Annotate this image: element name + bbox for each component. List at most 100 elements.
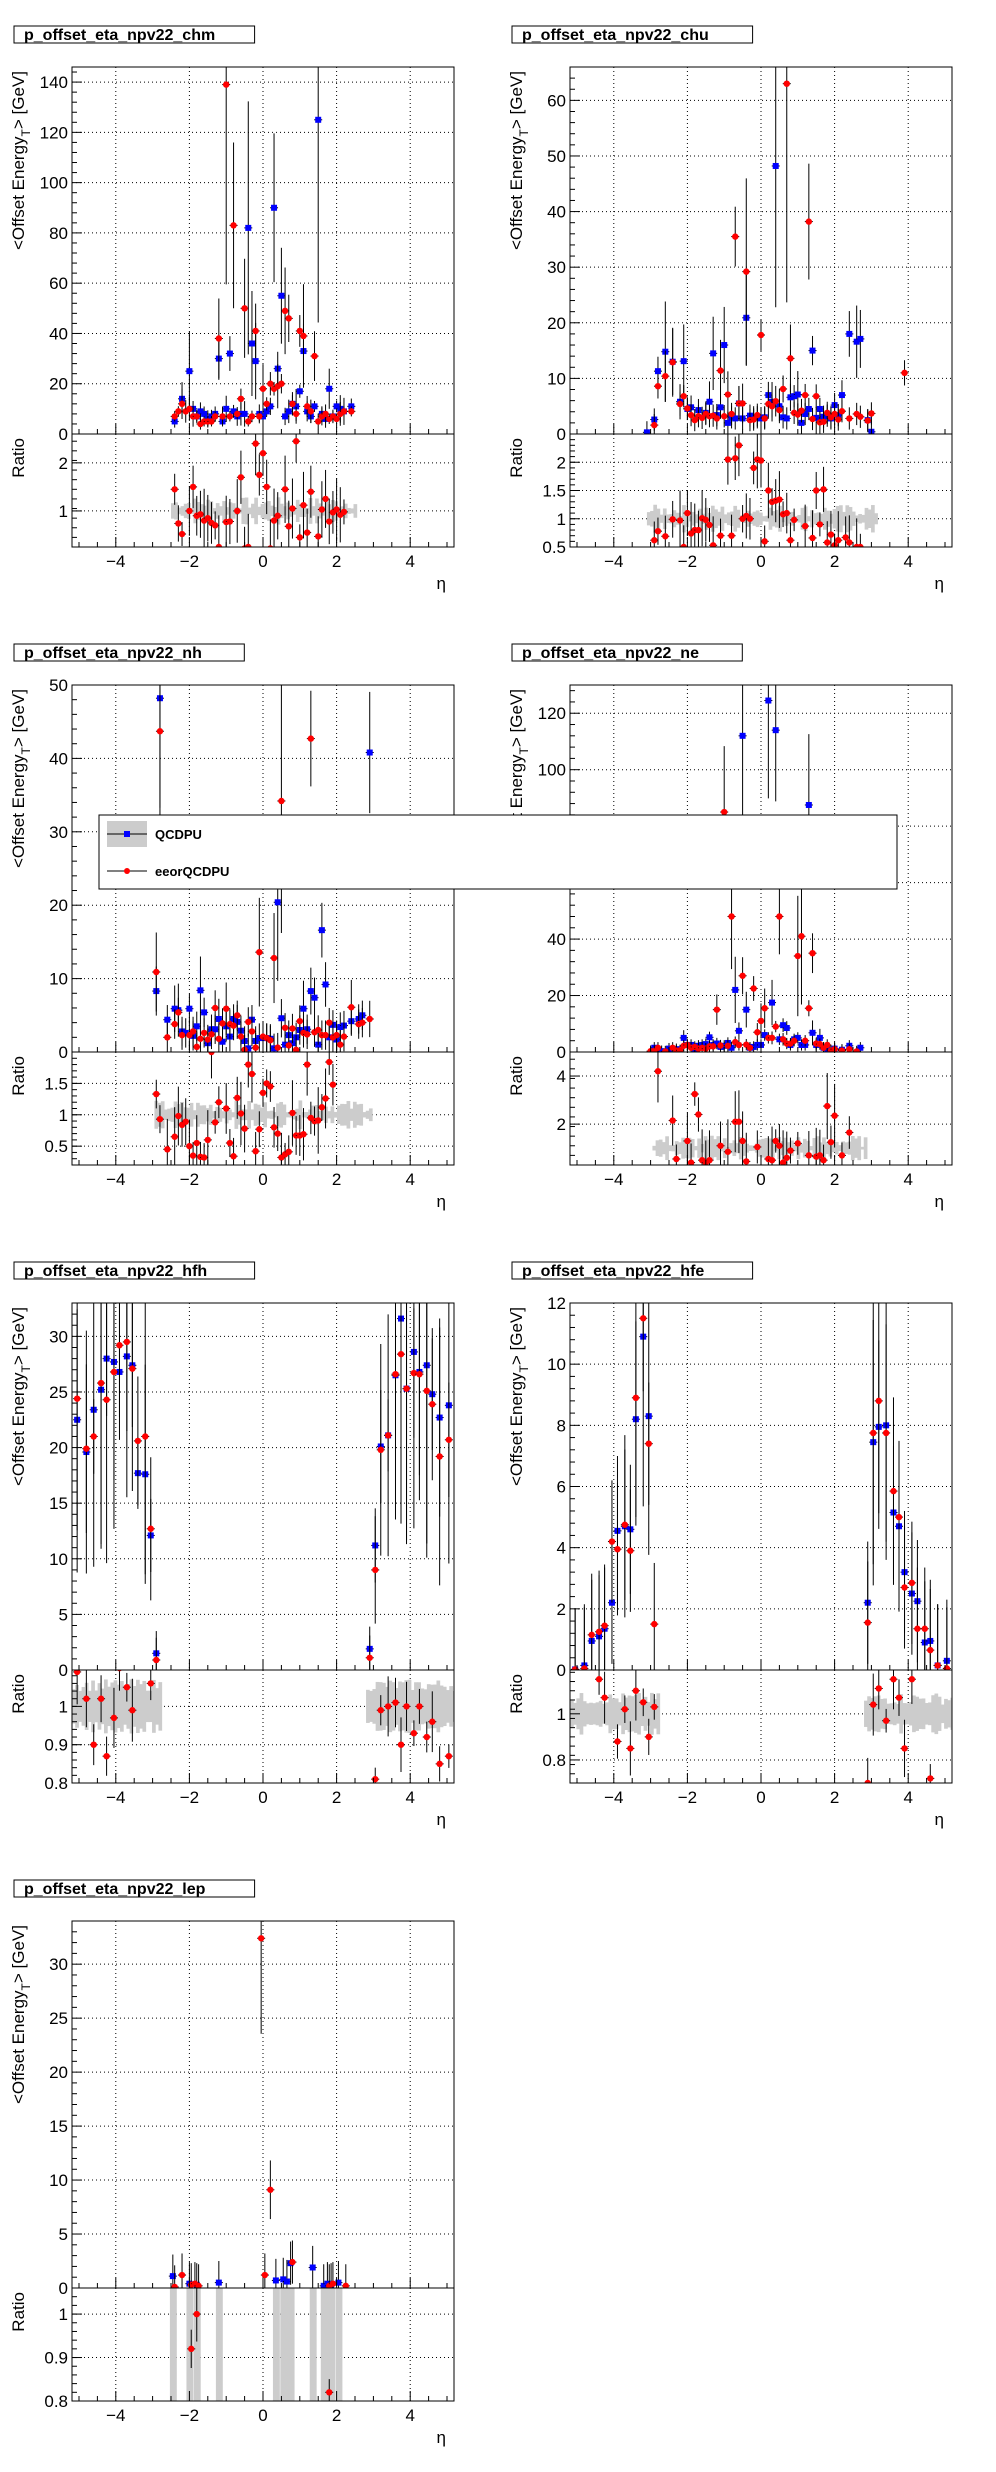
uncertainty-band-bin <box>908 1702 913 1726</box>
data-point-eeorqcdpu <box>809 415 816 423</box>
uncertainty-band-bin <box>761 1138 765 1158</box>
data-point-eeorqcdpu <box>307 735 315 742</box>
data-point-qcdpu <box>743 1006 750 1013</box>
uncertainty-band-bin <box>203 505 207 517</box>
data-point-eeorqcdpu <box>342 2282 350 2288</box>
y-tick-label: 40 <box>547 203 566 222</box>
data-point-eeorqcdpu <box>261 2271 269 2279</box>
uncertainty-band-bin <box>136 1679 140 1734</box>
uncertainty-band-bin <box>250 1109 255 1121</box>
uncertainty-band-bin <box>247 507 252 515</box>
x-tick-label: −2 <box>678 1170 697 1189</box>
uncertainty-band-bin <box>806 1140 810 1156</box>
ratio-plot-area <box>72 1670 454 1783</box>
ratio-point <box>757 457 765 464</box>
uncertainty-band-bin <box>123 1688 127 1725</box>
uncertainty-band-bin <box>251 503 255 519</box>
data-point-eeorqcdpu <box>798 407 805 414</box>
data-point-qcdpu <box>248 340 255 347</box>
data-point-qcdpu <box>300 1005 307 1012</box>
uncertainty-band-bin <box>831 1144 836 1153</box>
ratio-plot-area <box>570 434 952 547</box>
ratio-point <box>267 545 274 547</box>
y-axis-label-unit: > [GeV] <box>9 1307 28 1365</box>
y-tick-label: 10 <box>547 1355 566 1374</box>
uncertainty-band-bin <box>327 1111 332 1119</box>
uncertainty-band-bin <box>678 1142 682 1155</box>
data-point-eeorqcdpu <box>768 402 776 410</box>
uncertainty-band-bin <box>330 1106 335 1124</box>
data-point-eeorqcdpu <box>838 408 846 415</box>
uncertainty-band-bin <box>813 513 818 525</box>
data-point-eeorqcdpu <box>142 1433 149 1440</box>
data-point-eeorqcdpu <box>761 415 768 422</box>
uncertainty-band-bin <box>646 512 651 526</box>
data-point-eeorqcdpu <box>248 1028 256 1035</box>
data-point-eeorqcdpu <box>237 1033 245 1040</box>
uncertainty-band-bin <box>745 1143 749 1153</box>
legend-square-marker-icon <box>124 831 130 837</box>
uncertainty-band-bin <box>257 506 262 516</box>
data-point-eeorqcdpu <box>270 954 278 962</box>
uncertainty-band-bin <box>659 514 664 523</box>
y-tick-label: 20 <box>547 987 566 1006</box>
ratio-tick-label: 1 <box>59 1697 68 1716</box>
uncertainty-band-bin <box>687 1137 692 1159</box>
data-point-eeorqcdpu <box>831 410 838 418</box>
y-tick-label: 60 <box>49 274 68 293</box>
chart-title: p_offset_eta_npv22_nh <box>24 645 202 662</box>
y-tick-label: 20 <box>49 1439 68 1458</box>
uncertainty-band-bin <box>446 1690 450 1723</box>
uncertainty-band-bin <box>844 1142 849 1154</box>
x-tick-label: −2 <box>678 1788 697 1807</box>
uncertainty-band-bin <box>656 1693 661 1735</box>
uncertainty-band-bin <box>287 2288 292 2401</box>
uncertainty-band-bin <box>807 516 811 522</box>
data-point-eeorqcdpu <box>436 1453 443 1460</box>
uncertainty-band-bin <box>783 1137 788 1159</box>
uncertainty-band-bin <box>91 1680 95 1733</box>
uncertainty-band-bin <box>253 1103 258 1126</box>
data-point-eeorqcdpu <box>739 400 746 407</box>
y-tick-label: 2 <box>557 1600 566 1619</box>
uncertainty-band-bin <box>653 1699 657 1729</box>
uncertainty-band-bin <box>170 1107 175 1122</box>
uncertainty-band-bin <box>950 1697 952 1730</box>
uncertainty-band-bin <box>733 505 738 532</box>
x-tick-label: −2 <box>180 2406 199 2425</box>
data-point-eeorqcdpu <box>366 1654 373 1661</box>
ratio-point <box>761 538 768 545</box>
ratio-point <box>870 1701 877 1708</box>
y-tick-label: 5 <box>59 2225 68 2244</box>
uncertainty-band-bin <box>148 1690 153 1723</box>
uncertainty-band-bin <box>815 1136 820 1161</box>
data-point-qcdpu <box>706 398 713 405</box>
uncertainty-band-bin <box>726 512 731 526</box>
data-point-qcdpu <box>164 1016 171 1023</box>
data-point-eeorqcdpu <box>195 2282 202 2288</box>
chart-panel: p_offset_eta_npv22_lep −4 −2 0 2 4 η 0 5 10 15 20 25… <box>9 1879 455 2447</box>
uncertainty-band-bin <box>662 1142 666 1155</box>
uncertainty-band-bin <box>272 1112 277 1118</box>
chart-panel: p_offset_eta_npv22_hfe −4 −2 0 2 4 η 0 2 4 6 8 10 12 0… <box>507 1261 953 1829</box>
uncertainty-band-bin <box>352 1101 357 1128</box>
ratio-point <box>208 1052 215 1056</box>
ratio-point <box>129 1707 136 1714</box>
uncertainty-band-bin <box>755 510 760 528</box>
uncertainty-band-bin <box>270 505 274 517</box>
data-point-qcdpu <box>293 403 300 410</box>
uncertainty-band-bin <box>174 502 178 520</box>
uncertainty-band-bin <box>918 1698 923 1729</box>
uncertainty-band-bin <box>311 506 316 516</box>
uncertainty-band-bin <box>442 1686 447 1727</box>
y-tick-label: 50 <box>49 676 68 695</box>
uncertainty-band-bin <box>145 1690 150 1723</box>
ratio-point <box>263 483 270 491</box>
uncertainty-band-bin <box>589 1702 593 1725</box>
uncertainty-band-bin <box>218 1107 223 1122</box>
data-point-qcdpu <box>680 1034 687 1041</box>
data-point-qcdpu <box>765 697 772 704</box>
uncertainty-band-bin <box>684 1138 689 1159</box>
data-point-eeorqcdpu <box>193 1043 200 1051</box>
